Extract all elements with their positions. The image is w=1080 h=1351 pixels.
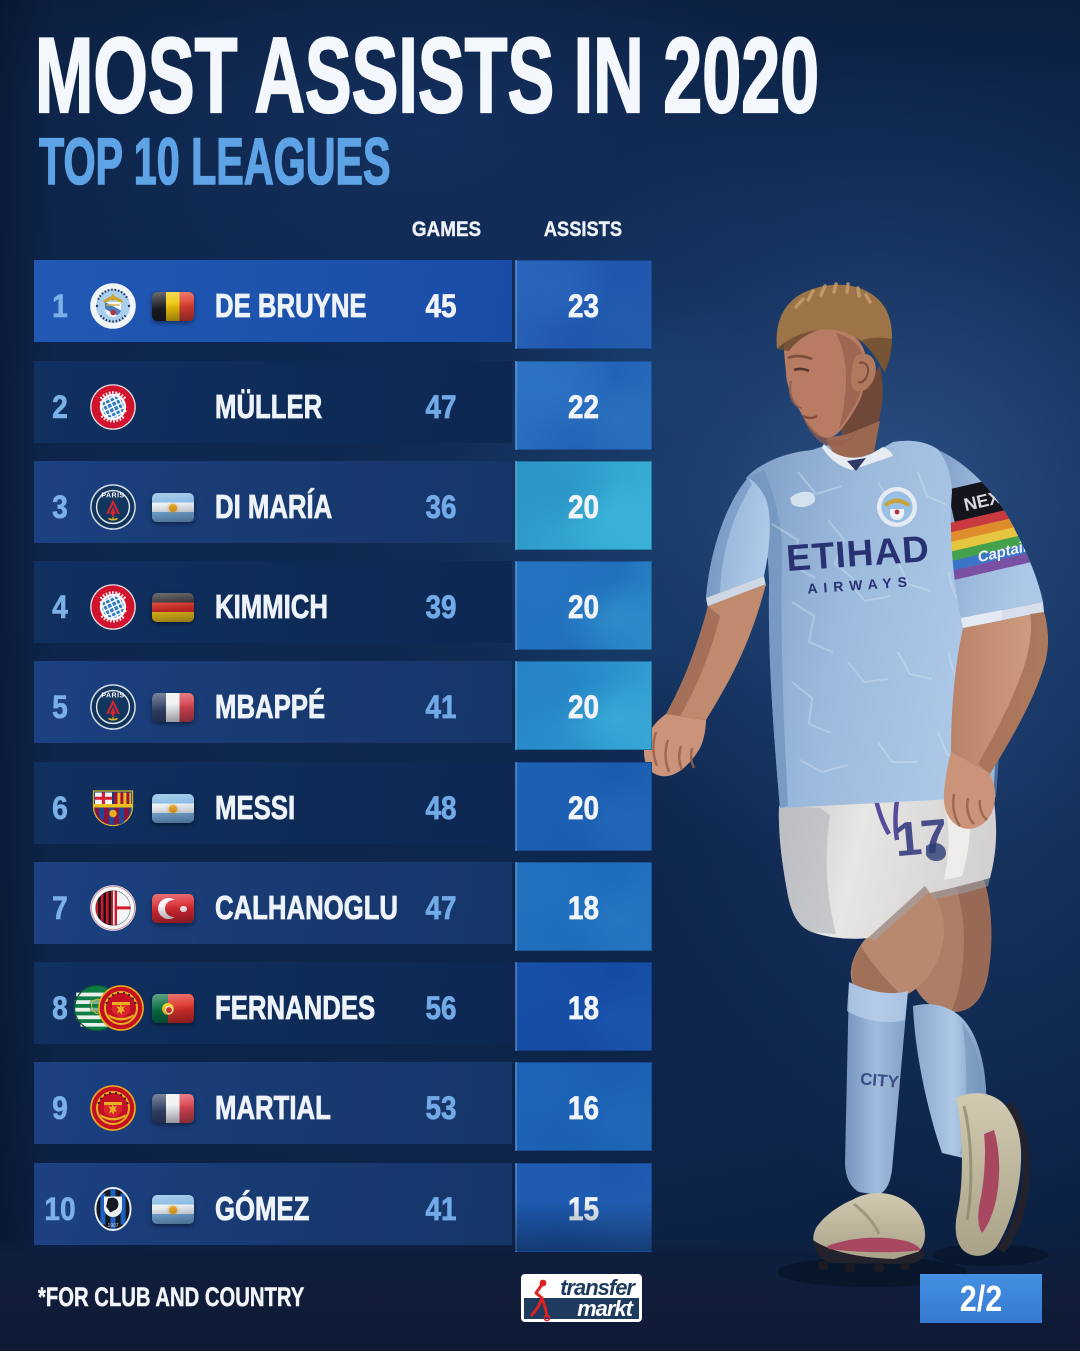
svg-text:PARIS: PARIS	[101, 693, 124, 700]
svg-text:PARIS: PARIS	[101, 493, 124, 500]
svg-text:1907: 1907	[107, 1223, 118, 1229]
svg-text:AIRWAYS: AIRWAYS	[807, 573, 914, 596]
svg-text:CITY: CITY	[859, 1069, 900, 1091]
svg-text:ETIHAD: ETIHAD	[785, 528, 931, 579]
